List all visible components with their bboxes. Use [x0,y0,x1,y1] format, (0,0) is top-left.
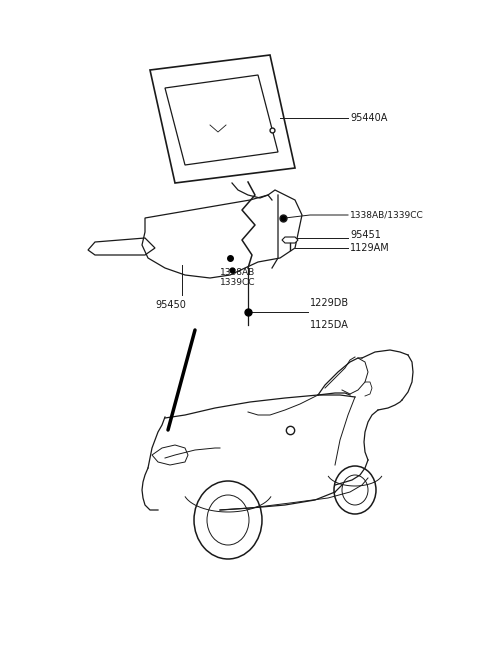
Text: 1338AB: 1338AB [220,268,255,277]
Text: 1229DB: 1229DB [310,298,349,308]
Text: 1129AM: 1129AM [350,243,390,253]
Polygon shape [282,237,298,243]
Text: 95440A: 95440A [350,113,387,123]
Text: 1338AB/1339CC: 1338AB/1339CC [350,210,424,219]
Text: 1125DA: 1125DA [310,320,349,330]
Text: 95450: 95450 [155,300,186,310]
Text: 95451: 95451 [350,230,381,240]
Text: 1339CC: 1339CC [220,278,255,287]
